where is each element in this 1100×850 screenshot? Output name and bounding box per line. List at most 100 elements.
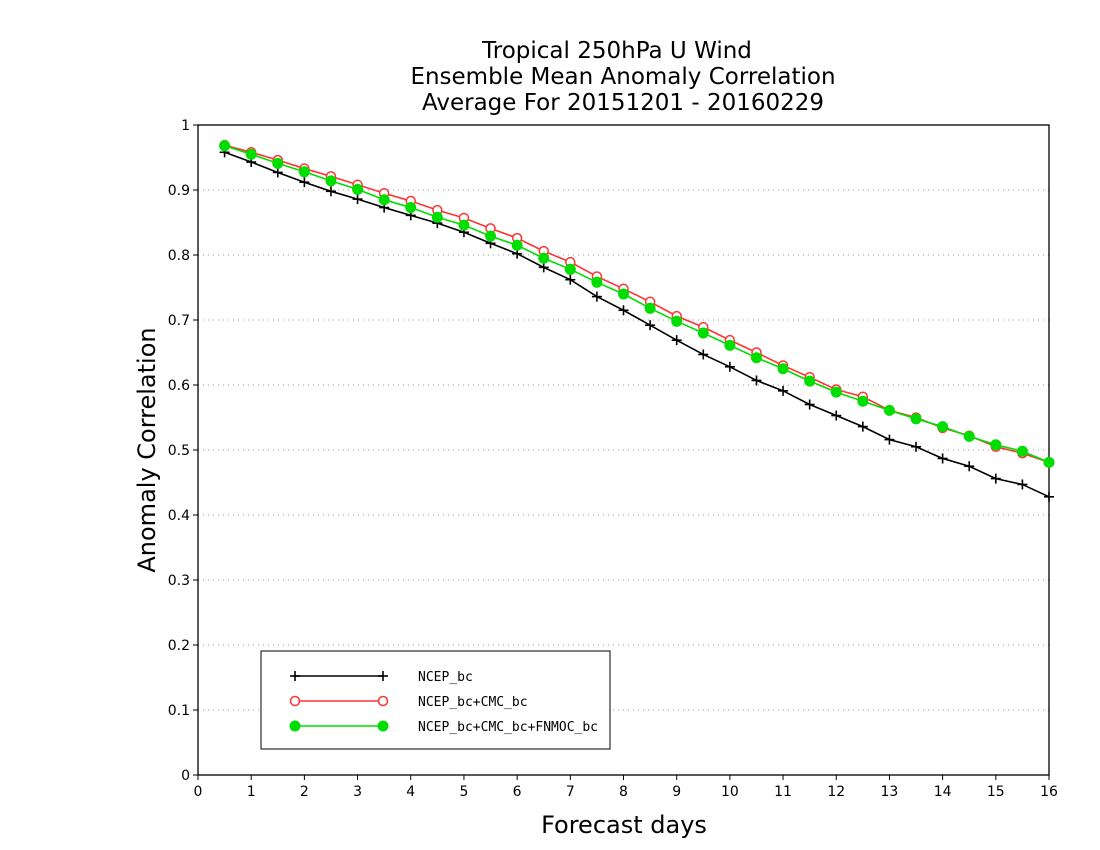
data-point-2-16 [644, 302, 656, 314]
data-point-2-23 [830, 386, 842, 398]
data-point-0-29 [990, 473, 1001, 484]
title-line-2: Ensemble Mean Anomaly Correlation [410, 64, 835, 90]
legend-samples [289, 671, 389, 732]
y-tick-label-0: 0 [181, 768, 190, 784]
legend-label-ncep-bc: NCEP_bc [418, 670, 473, 685]
x-tick-label-15: 15 [987, 784, 1005, 800]
data-point-0-25 [884, 434, 895, 445]
data-point-2-20 [750, 352, 762, 364]
data-point-2-5 [352, 183, 364, 195]
data-point-2-21 [777, 363, 789, 375]
data-point-2-22 [804, 375, 816, 387]
legend-marker-right-0 [378, 671, 388, 681]
data-point-2-15 [618, 288, 629, 300]
legend-marker-left-1 [289, 695, 301, 707]
y-tick-label-8: 0.8 [168, 248, 190, 264]
x-tick-label-12: 12 [827, 784, 845, 800]
data-point-0-3 [299, 177, 310, 188]
series-line-0 [224, 151, 1050, 498]
y-tick-label-4: 0.4 [168, 508, 190, 524]
y-tick-label-9: 0.9 [168, 183, 190, 199]
data-point-2-8 [431, 211, 443, 223]
x-axis-title: Forecast days [541, 811, 707, 839]
y-tick-label-1: 0.1 [168, 703, 190, 719]
x-tick-label-5: 5 [459, 784, 468, 800]
data-point-2-14 [591, 276, 603, 288]
x-tick-label-13: 13 [881, 784, 899, 800]
data-point-2-1 [245, 148, 257, 160]
data-point-2-11 [511, 239, 523, 251]
data-point-0-15 [618, 305, 629, 316]
x-tick-label-2: 2 [300, 784, 309, 800]
data-point-0-26 [911, 441, 922, 452]
legend-marker-right-2 [377, 720, 389, 732]
data-point-0-27 [937, 453, 948, 464]
title-line-3: Average For 20151201 - 20160229 [422, 90, 824, 116]
x-tick-label-0: 0 [194, 784, 203, 800]
data-point-2-6 [378, 194, 390, 206]
x-tick-label-10: 10 [721, 784, 739, 800]
x-tick-label-4: 4 [406, 784, 415, 800]
legend-marker-right-1 [377, 695, 389, 707]
data-point-2-24 [857, 395, 869, 407]
series-markers-2 [219, 140, 1055, 468]
data-point-2-4 [325, 175, 337, 187]
x-tick-label-16: 16 [1040, 784, 1058, 800]
data-point-0-12 [538, 262, 549, 273]
y-tick-label-7: 0.7 [168, 313, 190, 329]
data-point-0-14 [591, 291, 602, 302]
data-point-2-0 [219, 140, 231, 152]
legend-marker-left-0 [290, 671, 300, 681]
data-point-0-16 [645, 320, 656, 331]
x-tick-label-3: 3 [353, 784, 362, 800]
y-tick-label-10: 1 [181, 118, 190, 134]
data-point-0-23 [831, 410, 842, 421]
data-point-2-12 [538, 252, 550, 264]
data-point-2-27 [937, 421, 949, 433]
data-point-0-30 [1017, 479, 1028, 490]
data-point-2-7 [405, 202, 417, 214]
data-point-2-31 [1043, 456, 1055, 468]
data-point-0-22 [804, 399, 815, 410]
data-point-0-20 [751, 375, 762, 386]
series-lines [219, 139, 1055, 502]
axes: 00.10.20.30.40.50.60.70.80.910 1 2 3 4 5 6 7 8 9 1… [168, 118, 1058, 800]
data-point-0-31 [1044, 491, 1054, 502]
data-point-2-17 [671, 315, 683, 327]
data-point-0-4 [325, 186, 336, 197]
data-point-2-9 [458, 219, 470, 231]
data-point-0-24 [857, 421, 868, 432]
data-point-0-2 [272, 167, 283, 178]
data-point-0-5 [352, 194, 363, 205]
data-point-2-28 [963, 430, 975, 442]
data-point-2-19 [724, 339, 736, 351]
data-point-0-18 [698, 349, 709, 360]
data-point-2-13 [564, 263, 576, 275]
data-point-2-2 [272, 157, 284, 169]
legend: NCEP_bc NCEP_bc+CMC_bc NCEP_bc+CMC_bc+FN… [260, 650, 611, 750]
legend-label-ncep-cmc: NCEP_bc+CMC_bc [418, 695, 528, 710]
x-tick-label-14: 14 [934, 784, 952, 800]
x-tick-label-9: 9 [672, 784, 681, 800]
data-point-0-28 [964, 461, 975, 472]
x-tick-label-7: 7 [566, 784, 575, 800]
data-point-0-21 [778, 385, 789, 396]
data-point-2-25 [883, 404, 895, 416]
legend-box [260, 650, 611, 750]
title-line-1: Tropical 250hPa U Wind [481, 38, 752, 64]
x-tick-label-6: 6 [513, 784, 522, 800]
data-point-2-30 [1016, 445, 1028, 457]
chart-title: Tropical 250hPa U Wind Ensemble Mean Ano… [410, 38, 835, 116]
legend-marker-left-2 [289, 720, 301, 732]
series-markers-0 [219, 147, 1054, 502]
data-point-2-10 [485, 230, 497, 242]
x-tick-label-1: 1 [247, 784, 256, 800]
data-point-0-17 [671, 335, 682, 346]
y-tick-label-5: 0.5 [168, 443, 190, 459]
data-point-2-18 [697, 327, 709, 339]
data-point-2-26 [910, 413, 922, 425]
grid-lines [198, 189, 1049, 711]
x-tick-label-8: 8 [619, 784, 628, 800]
y-tick-label-2: 0.2 [168, 638, 190, 654]
